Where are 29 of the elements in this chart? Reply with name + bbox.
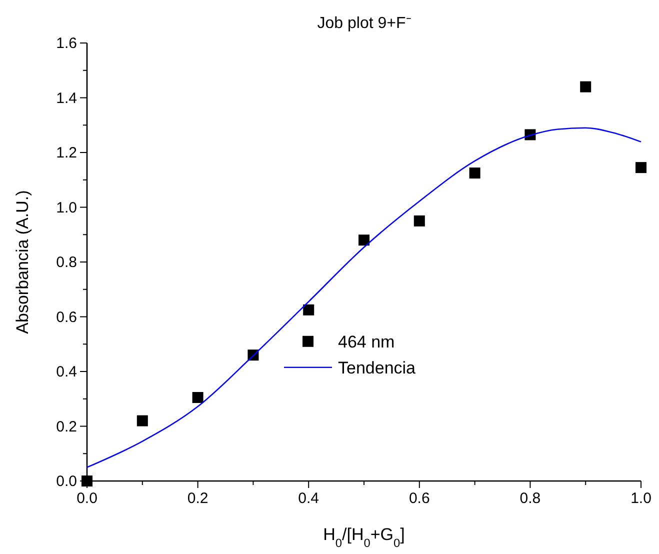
y-tick-label: 1.4 — [56, 90, 77, 107]
y-tick-label: 1.2 — [56, 144, 77, 162]
x-axis-title: H$_{0}$/[H$_{0}$+G$_{0}$] — [323, 525, 405, 550]
y-tick-label: 0.2 — [56, 418, 77, 436]
x-tick-label: 0.0 — [76, 490, 98, 507]
point — [192, 392, 204, 404]
line-series — [86, 127, 642, 468]
legend-label: 464 nm — [338, 332, 395, 352]
point — [580, 81, 592, 92]
y-tick-label: 0.6 — [56, 308, 77, 326]
point — [358, 234, 370, 246]
x-tick-label: 0.4 — [298, 490, 320, 507]
y-tick-label: 0.4 — [56, 364, 77, 380]
x-tick-label: 0.6 — [408, 490, 430, 507]
x-tick-label: 1.0 — [630, 490, 652, 507]
y-axis-title: Absorbancia (A.U.) — [13, 190, 32, 334]
y-tick-label: 0.8 — [56, 254, 77, 271]
y-tick-label: 1.6 — [56, 35, 77, 52]
point — [469, 168, 480, 179]
point — [136, 415, 148, 426]
point — [414, 215, 425, 226]
x-tick-label: 0.8 — [520, 490, 541, 507]
x-tick-label: 0.2 — [187, 490, 208, 507]
legend-label: Tendencia — [338, 358, 416, 378]
chart-title: Job plot 9+F⁻ — [317, 15, 411, 32]
y-tick-label: 1.0 — [56, 199, 77, 216]
point — [636, 162, 646, 174]
point — [303, 304, 314, 316]
y-tick-label: 0.0 — [56, 473, 77, 490]
